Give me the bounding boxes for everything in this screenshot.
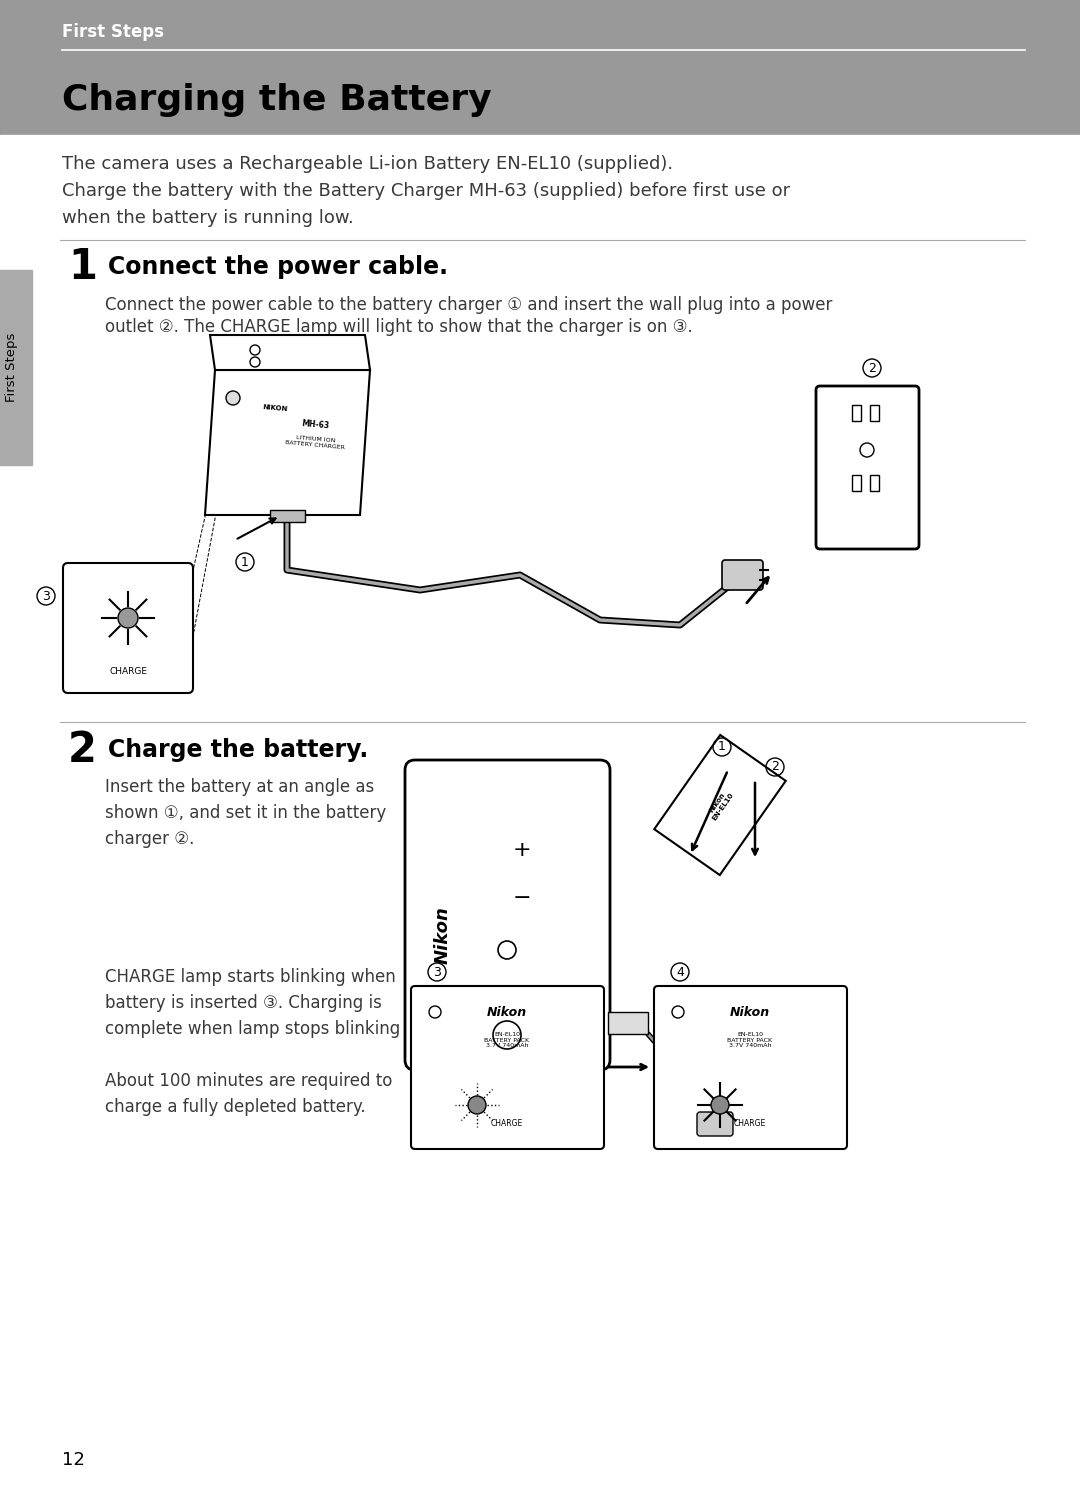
Text: EN-EL10
BATTERY PACK
3.7V 740mAh: EN-EL10 BATTERY PACK 3.7V 740mAh — [728, 1031, 772, 1048]
FancyBboxPatch shape — [723, 560, 762, 590]
Text: when the battery is running low.: when the battery is running low. — [62, 210, 354, 227]
Text: Insert the battery at an angle as: Insert the battery at an angle as — [105, 779, 375, 796]
Text: 2: 2 — [868, 361, 876, 374]
Text: 3: 3 — [42, 590, 50, 602]
Text: charger ②.: charger ②. — [105, 831, 194, 849]
Text: Nikon: Nikon — [487, 1006, 527, 1018]
Text: Charging the Battery: Charging the Battery — [62, 83, 491, 117]
Bar — [852, 406, 861, 421]
Polygon shape — [210, 334, 370, 370]
FancyBboxPatch shape — [405, 759, 610, 1070]
Text: outlet ②. The CHARGE lamp will light to show that the charger is on ③.: outlet ②. The CHARGE lamp will light to … — [105, 318, 692, 336]
Text: 2: 2 — [771, 761, 779, 774]
Text: NIKON: NIKON — [262, 404, 288, 412]
FancyBboxPatch shape — [697, 1112, 733, 1135]
Text: MH-63: MH-63 — [300, 419, 329, 431]
Text: 1: 1 — [718, 740, 726, 753]
Circle shape — [468, 1097, 486, 1114]
Text: Nikon: Nikon — [434, 906, 453, 964]
FancyBboxPatch shape — [654, 987, 847, 1149]
Text: Charge the battery with the Battery Charger MH-63 (supplied) before first use or: Charge the battery with the Battery Char… — [62, 181, 791, 201]
Bar — [270, 510, 305, 522]
Bar — [852, 476, 861, 490]
Circle shape — [711, 1097, 729, 1114]
Text: CHARGE: CHARGE — [491, 1119, 523, 1128]
Text: −: − — [513, 889, 531, 908]
Text: EN-EL10
BATTERY PACK
3.7V 740mAh: EN-EL10 BATTERY PACK 3.7V 740mAh — [485, 1031, 529, 1048]
Text: +: + — [513, 840, 531, 860]
Text: LITHIUM ION
BATTERY CHARGER: LITHIUM ION BATTERY CHARGER — [285, 434, 346, 450]
Text: First Steps: First Steps — [4, 333, 17, 401]
Text: charge a fully depleted battery.: charge a fully depleted battery. — [105, 1098, 366, 1116]
Circle shape — [226, 391, 240, 406]
FancyBboxPatch shape — [63, 563, 193, 692]
Text: First Steps: First Steps — [62, 22, 164, 42]
Bar — [0, 0, 1080, 135]
Text: 1: 1 — [241, 556, 248, 569]
Text: shown ①, and set it in the battery: shown ①, and set it in the battery — [105, 804, 387, 822]
Polygon shape — [205, 370, 370, 516]
Circle shape — [118, 608, 138, 629]
Bar — [870, 406, 879, 421]
Text: CHARGE lamp starts blinking when: CHARGE lamp starts blinking when — [105, 967, 395, 987]
Text: Connect the power cable to the battery charger ① and insert the wall plug into a: Connect the power cable to the battery c… — [105, 296, 833, 314]
Text: Nikon: Nikon — [730, 1006, 770, 1018]
Bar — [608, 1012, 648, 1034]
Text: Charge the battery.: Charge the battery. — [108, 739, 368, 762]
Bar — [0, 270, 32, 465]
Text: 3: 3 — [433, 966, 441, 978]
Text: 4: 4 — [676, 966, 684, 978]
Text: About 100 minutes are required to: About 100 minutes are required to — [105, 1071, 392, 1091]
Polygon shape — [654, 736, 786, 875]
Bar — [870, 476, 879, 490]
Text: 12: 12 — [62, 1450, 85, 1470]
FancyBboxPatch shape — [816, 386, 919, 548]
Text: CHARGE: CHARGE — [734, 1119, 766, 1128]
Text: CHARGE: CHARGE — [109, 667, 147, 676]
Text: The camera uses a Rechargeable Li-ion Battery EN-EL10 (supplied).: The camera uses a Rechargeable Li-ion Ba… — [62, 155, 673, 172]
Text: battery is inserted ③. Charging is: battery is inserted ③. Charging is — [105, 994, 382, 1012]
FancyBboxPatch shape — [411, 987, 604, 1149]
Text: complete when lamp stops blinking ④.: complete when lamp stops blinking ④. — [105, 1019, 426, 1039]
Text: Nikon
EN-EL10: Nikon EN-EL10 — [705, 788, 734, 822]
Text: 1: 1 — [68, 247, 97, 288]
Text: 2: 2 — [68, 730, 97, 771]
Text: Connect the power cable.: Connect the power cable. — [108, 256, 448, 279]
